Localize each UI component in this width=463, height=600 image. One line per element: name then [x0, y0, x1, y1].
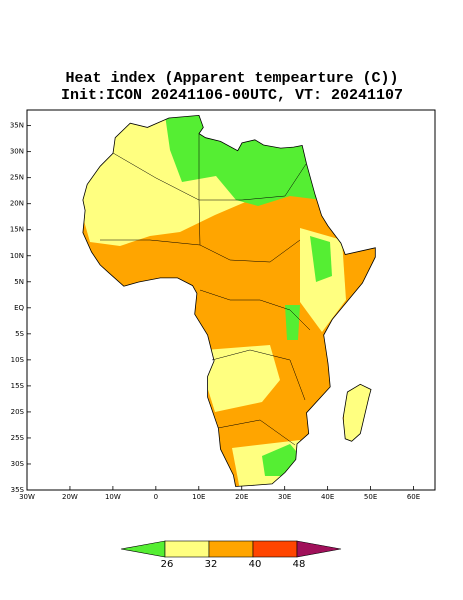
y-tick-label: 5N	[14, 278, 24, 286]
colorbar-label: 26	[161, 559, 174, 570]
field-mild	[300, 228, 346, 332]
colorbar-label: 48	[293, 559, 306, 570]
map-subtitle: Init:ICON 20241106-00UTC, VT: 20241107	[61, 87, 403, 104]
map-title: Heat index (Apparent tempearture (C))	[65, 70, 398, 87]
x-tick-label: 60E	[407, 493, 420, 501]
y-tick-label: 20S	[11, 408, 25, 416]
colorbar-end	[296, 540, 342, 558]
y-tick-label: 5S	[15, 330, 24, 338]
x-tick-label: 10E	[192, 493, 205, 501]
axis-ticks: 30W 20W 10W 0 10E 20E 30E 40E 50E 60E 35S 30S 25S 20S…	[10, 122, 420, 501]
coastline	[82, 114, 376, 487]
x-tick-label: 20W	[62, 493, 78, 501]
y-tick-label: 35N	[10, 122, 24, 130]
field-cool	[285, 305, 300, 340]
colorbar-label: 32	[205, 559, 218, 570]
x-tick-label: 0	[154, 493, 158, 501]
colorbar: 26 32 40 48	[120, 540, 342, 570]
y-tick-label: 10S	[11, 356, 25, 364]
field-mild	[205, 345, 280, 412]
y-tick-label: 10N	[10, 252, 24, 260]
colorbar-segment	[252, 540, 298, 558]
x-tick-label: 30W	[19, 493, 35, 501]
colorbar-segment	[208, 540, 254, 558]
x-tick-label: 30E	[278, 493, 291, 501]
colorbar-end	[120, 540, 166, 558]
x-tick-label: 40E	[321, 493, 334, 501]
x-tick-label: 10W	[105, 493, 121, 501]
y-tick-label: 35S	[11, 486, 25, 494]
colorbar-segment	[164, 540, 210, 558]
y-tick-label: 25N	[10, 174, 24, 182]
y-tick-label: 30S	[11, 460, 25, 468]
y-tick-label: 20N	[10, 200, 24, 208]
y-tick-label: 25S	[11, 434, 25, 442]
y-tick-label: EQ	[14, 304, 24, 312]
y-tick-label: 15S	[11, 382, 25, 390]
x-tick-label: 20E	[235, 493, 248, 501]
colorbar-label: 40	[249, 559, 262, 570]
y-tick-label: 15N	[10, 226, 24, 234]
y-tick-label: 30N	[10, 148, 24, 156]
field-cool	[310, 236, 332, 282]
x-tick-label: 50E	[364, 493, 377, 501]
